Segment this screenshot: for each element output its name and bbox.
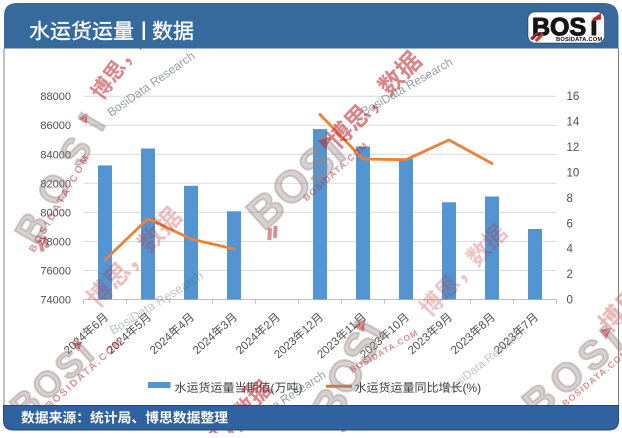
svg-text:0: 0 [567,295,573,307]
svg-text:16: 16 [567,91,580,103]
svg-text:8: 8 [567,193,573,205]
svg-text:82000: 82000 [40,178,71,190]
svg-text:14: 14 [567,117,580,129]
svg-text:80000: 80000 [40,207,71,219]
svg-text:): ) [299,381,303,395]
svg-text:10: 10 [567,167,580,179]
svg-text:2: 2 [567,269,573,281]
svg-text:BOSIDATA.COM: BOSIDATA.COM [556,37,602,43]
svg-text:88000: 88000 [40,91,71,103]
svg-text:12: 12 [567,142,580,154]
svg-text:6: 6 [567,218,573,230]
svg-text:4: 4 [567,244,574,256]
svg-text:(%): (%) [463,381,482,395]
svg-text:(: ( [271,381,275,395]
svg-text:74000: 74000 [40,295,71,307]
svg-text:86000: 86000 [40,120,71,132]
svg-text:11: 11 [343,320,360,337]
svg-text:76000: 76000 [40,265,71,277]
svg-text:84000: 84000 [40,149,71,161]
svg-text:BOS: BOS [532,14,586,42]
